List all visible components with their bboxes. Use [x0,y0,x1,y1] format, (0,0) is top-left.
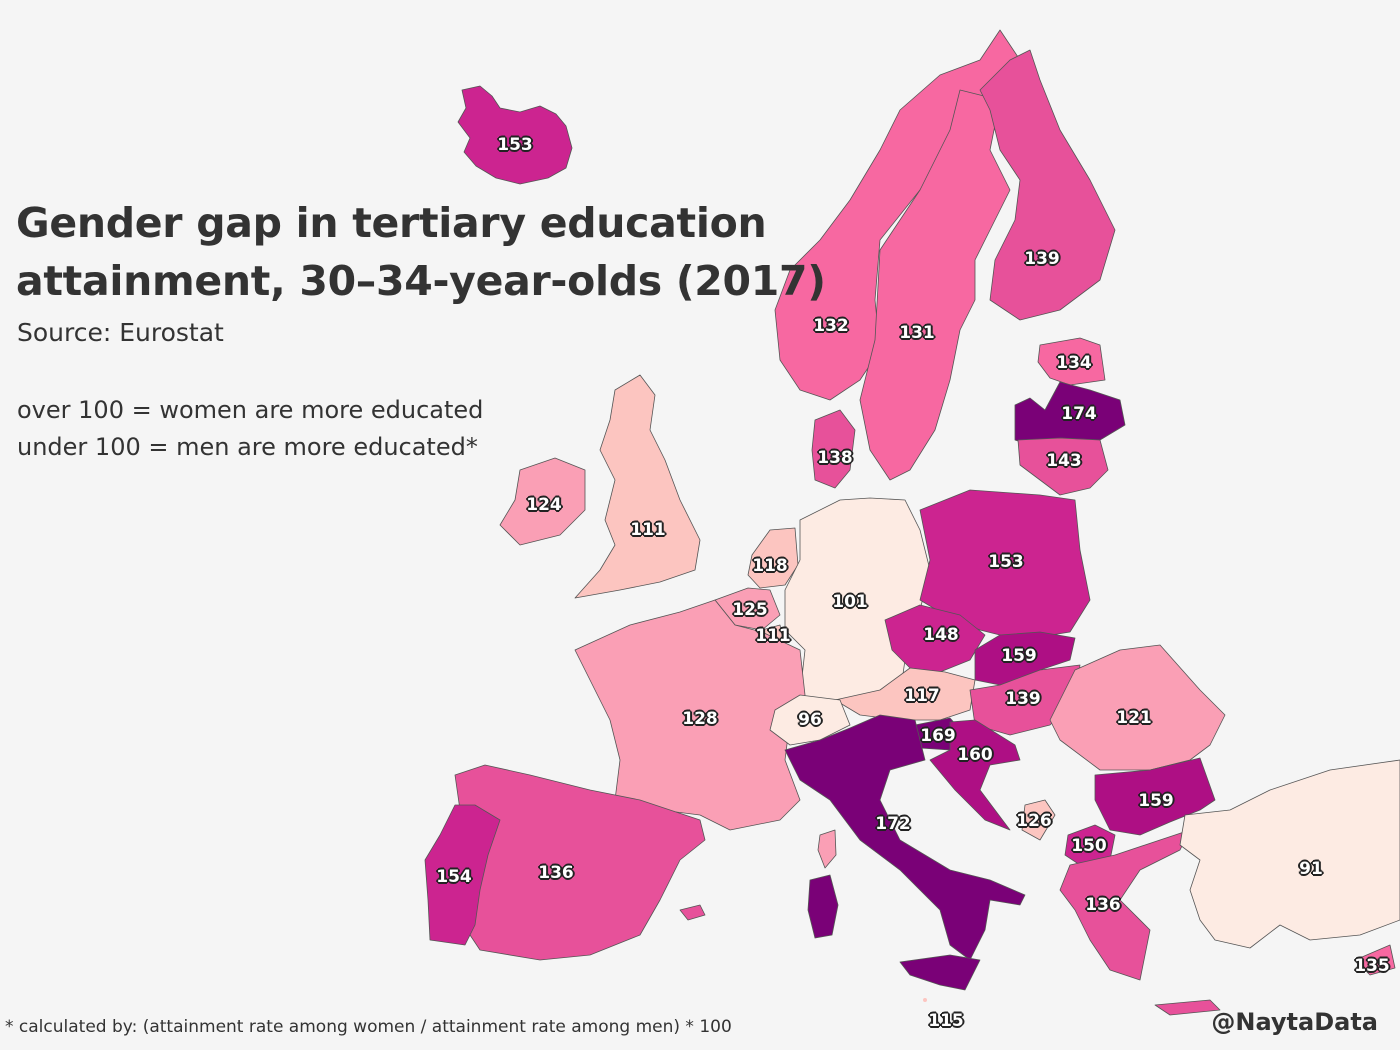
footnote: * calculated by: (attainment rate among … [5,1017,732,1037]
region-switzerland[interactable] [769,694,851,746]
value-label-ireland: 124 [526,495,562,515]
region-ireland[interactable] [499,457,586,546]
legend-under-100: under 100 = men are more educated* [17,433,478,461]
region-netherlands[interactable] [747,527,799,589]
region-turkey[interactable] [1179,759,1400,949]
value-label-denmark: 138 [817,448,853,468]
value-label-slovakia: 159 [1001,646,1037,666]
region-greece[interactable] [1059,829,1191,981]
value-label-netherlands: 118 [752,556,788,576]
title-line-1: Gender gap in tertiary education [16,199,767,247]
source-text: Source: Eurostat [17,318,224,347]
region-croatia[interactable] [929,719,1021,831]
value-label-bulgaria: 159 [1138,791,1174,811]
value-label-luxembourg: 111 [755,626,791,646]
region-poland[interactable] [919,489,1091,641]
value-label-romania: 121 [1116,708,1152,728]
region-sweden[interactable] [859,89,1011,481]
region-lithuania[interactable] [1017,437,1109,496]
region-portugal[interactable] [424,804,501,946]
value-label-germany: 101 [832,592,868,612]
region-italy[interactable] [784,714,1026,961]
region-cyprus[interactable] [1354,944,1396,976]
value-label-spain: 136 [538,863,574,883]
value-label-uk: 111 [630,520,666,540]
value-label-malta: 115 [928,1011,964,1031]
title-line-2: attainment, 30–34-year-olds (2017) [16,257,826,305]
value-label-poland: 153 [988,552,1024,572]
value-label-sweden: 131 [899,323,935,343]
value-label-croatia: 160 [957,745,993,765]
value-label-iceland: 153 [497,135,533,155]
region-italy-sardinia[interactable] [807,874,839,939]
region-czechia[interactable] [884,604,986,673]
value-label-north-macedonia: 150 [1071,836,1107,856]
value-label-estonia: 134 [1056,353,1092,373]
region-france[interactable] [574,599,806,831]
value-label-turkey: 91 [1299,859,1323,879]
value-label-france: 128 [682,709,718,729]
region-uk[interactable] [574,374,701,599]
region-greece-crete[interactable] [1154,999,1221,1016]
value-label-belgium: 125 [732,600,768,620]
value-label-italy: 172 [875,814,911,834]
region-denmark[interactable] [811,409,856,489]
value-label-cyprus: 135 [1354,956,1390,976]
value-label-norway: 132 [813,316,849,336]
region-malta[interactable] [923,998,927,1002]
region-montenegro[interactable] [1021,799,1056,841]
value-label-latvia: 174 [1061,404,1097,424]
region-italy-sicily[interactable] [899,954,981,991]
credit: @NaytaData [1211,1008,1378,1036]
region-romania[interactable] [1049,644,1226,771]
region-estonia[interactable] [1037,337,1106,386]
legend: over 100 = women are more educated under… [17,392,483,466]
page-title: Gender gap in tertiary education attainm… [16,194,826,310]
legend-over-100: over 100 = women are more educated [17,396,484,424]
region-spain-balearic[interactable] [679,904,706,921]
value-label-switzerland: 96 [798,710,822,730]
value-label-portugal: 154 [436,867,472,887]
value-label-czechia: 148 [923,625,959,645]
region-finland[interactable] [979,49,1116,321]
value-label-austria: 117 [904,686,940,706]
value-label-finland: 139 [1024,249,1060,269]
value-label-slovenia: 169 [920,726,956,746]
value-label-lithuania: 143 [1046,451,1082,471]
value-label-hungary: 139 [1005,689,1041,709]
value-label-montenegro: 126 [1016,811,1052,831]
region-iceland[interactable] [457,85,573,185]
region-france-corsica[interactable] [817,829,837,869]
region-slovakia[interactable] [974,631,1076,686]
value-label-greece: 136 [1085,895,1121,915]
